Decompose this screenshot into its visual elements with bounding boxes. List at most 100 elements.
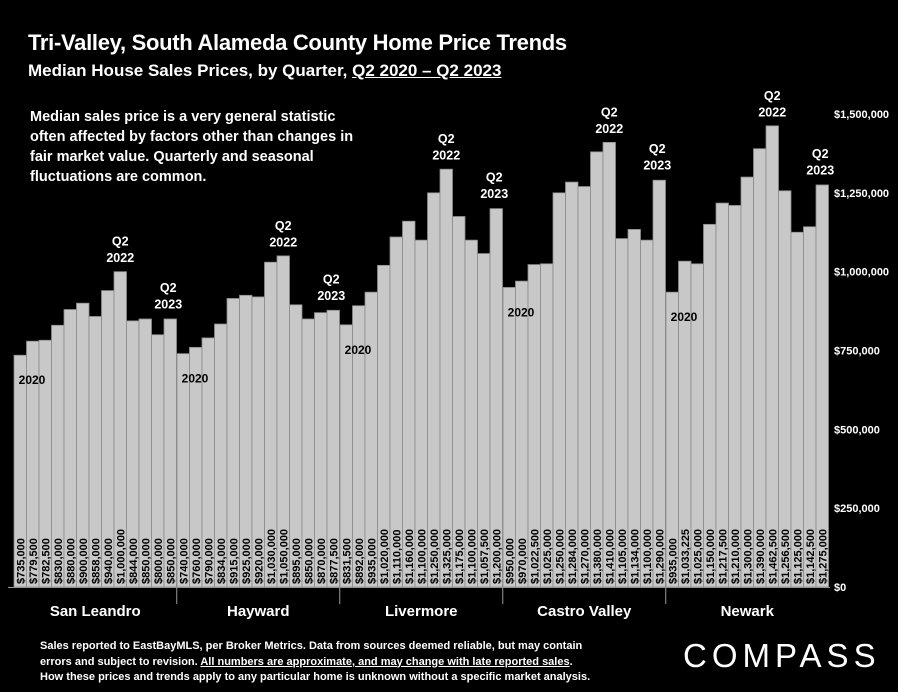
bar-value-label: $1,020,000: [379, 529, 391, 584]
start-year-label: 2020: [671, 310, 698, 324]
bar-value-label: $877,500: [328, 538, 340, 584]
peak-quarter-label: Q2 2022: [432, 132, 460, 163]
bar-value-label: $1,390,000: [755, 529, 767, 584]
bar-value-label: $1,057,500: [479, 529, 491, 584]
bar-value-label: $1,250,000: [429, 529, 441, 584]
bar-value-label: $895,000: [291, 538, 303, 584]
footer-line-1: Sales reported to EastBayMLS, per Broker…: [40, 640, 583, 652]
bar: [565, 181, 579, 588]
bar-value-label: $782,500: [40, 538, 52, 584]
bar-value-label: $1,150,000: [705, 529, 717, 584]
bar-value-label: $1,025,000: [542, 529, 554, 584]
bar-value-label: $1,300,000: [742, 529, 754, 584]
category-label: Hayward: [227, 603, 290, 620]
bar-value-label: $1,110,000: [391, 530, 403, 584]
bar: [652, 179, 666, 588]
bar-value-label: $1,160,000: [404, 529, 416, 584]
bar-value-label: $1,025,000: [692, 529, 704, 584]
start-year-label: 2020: [182, 372, 209, 386]
y-tick-label: $500,000: [834, 424, 880, 436]
bar-value-label: $1,270,000: [579, 529, 591, 584]
bar-value-label: $1,030,000: [266, 529, 278, 584]
category-label: Newark: [721, 603, 775, 620]
bar: [602, 141, 616, 588]
bar-value-label: $1,290,000: [654, 529, 666, 584]
category-label: San Leandro: [50, 603, 141, 620]
bar-value-label: $935,000: [366, 538, 378, 584]
footer-source-note: Sales reported to EastBayMLS, per Broker…: [40, 639, 640, 686]
bar-value-label: $790,000: [203, 538, 215, 584]
bar-value-label: $1,217,500: [717, 529, 729, 584]
bar-value-label: $870,000: [316, 538, 328, 584]
bar-value-label: $1,284,000: [567, 529, 579, 584]
footer-line-2-suffix: .: [569, 655, 573, 668]
y-tick-label: $750,000: [834, 346, 880, 358]
bar-value-label: $970,000: [517, 538, 529, 584]
bar-value-label: $1,134,000: [629, 529, 641, 584]
end-quarter-label: Q2 2023: [154, 281, 182, 312]
category-label: Livermore: [385, 603, 458, 620]
bar: [815, 184, 829, 588]
y-tick-label: $1,000,000: [834, 267, 889, 279]
chart-note: Median sales price is a very general sta…: [30, 109, 354, 185]
bar-value-label: $1,410,000: [604, 529, 616, 584]
bar: [590, 151, 604, 588]
end-quarter-label: Q2 2023: [317, 272, 345, 303]
subtitle-period: Q2 2020 – Q2 2023: [352, 61, 502, 80]
start-year-label: 2020: [19, 373, 46, 387]
bar-value-label: $850,000: [140, 538, 152, 584]
bar-value-label: $1,325,000: [441, 529, 453, 584]
peak-quarter-label: Q2 2022: [269, 219, 297, 250]
bar-value-label: $1,050,000: [278, 529, 290, 584]
bar-value-label: $740,000: [178, 538, 190, 584]
bar-value-label: $1,000,000: [115, 529, 127, 584]
bar-value-label: $935,000: [667, 538, 679, 584]
bar-value-label: $850,000: [303, 538, 315, 584]
bar: [163, 318, 177, 588]
bar-value-label: $1,462,500: [767, 529, 779, 584]
bar-value-label: $1,175,000: [454, 529, 466, 584]
bar-value-label: $1,125,000: [792, 529, 804, 584]
bar-value-label: $1,100,000: [416, 529, 428, 584]
end-quarter-label: Q2 2023: [480, 171, 508, 202]
y-tick-label: $250,000: [834, 503, 880, 515]
footer-line-2-prefix: errors and subject to revision.: [40, 655, 201, 668]
end-quarter-label: Q2 2023: [643, 142, 671, 173]
bar-value-label: $830,000: [53, 538, 65, 584]
category-label: Castro Valley: [537, 603, 632, 620]
compass-logo: COMPASS: [683, 637, 881, 674]
bar: [753, 148, 767, 588]
bar-value-label: $1,380,000: [592, 529, 604, 584]
bar-value-label: $1,100,000: [642, 529, 654, 584]
bar-value-label: $1,033,225: [680, 529, 692, 584]
bar-value-label: $831,500: [341, 538, 353, 584]
y-tick-label: $1,500,000: [834, 109, 889, 121]
bar: [427, 192, 441, 588]
bar-value-label: $1,022,500: [529, 529, 541, 584]
peak-quarter-label: Q2 2022: [106, 235, 134, 266]
bar-value-label: $925,000: [241, 538, 253, 584]
start-year-label: 2020: [508, 305, 535, 319]
bar: [552, 192, 566, 588]
bar-value-label: $760,000: [191, 538, 203, 584]
bar-value-label: $880,000: [65, 538, 77, 584]
bar-value-label: $1,200,000: [491, 529, 503, 584]
bar-value-label: $850,000: [165, 538, 177, 584]
bar: [778, 190, 792, 588]
bar-value-label: $1,275,000: [817, 529, 829, 584]
footer-line-2-underlined: All numbers are approximate, and may cha…: [200, 655, 570, 668]
footer-line-3: How these prices and trends apply to any…: [40, 671, 591, 683]
bar: [577, 186, 591, 588]
bar: [326, 309, 340, 588]
bar: [765, 125, 779, 588]
bar: [439, 168, 453, 588]
bar-value-label: $1,105,000: [617, 529, 629, 584]
y-tick-label: $1,250,000: [834, 188, 889, 200]
bar-value-label: $900,000: [78, 538, 90, 584]
bar-value-label: $892,000: [354, 538, 366, 584]
bar-value-label: $940,000: [103, 538, 115, 584]
bar-value-label: $1,256,500: [780, 529, 792, 584]
footer-line-2: errors and subject to revision. All numb…: [40, 655, 640, 671]
start-year-label: 2020: [345, 343, 372, 357]
